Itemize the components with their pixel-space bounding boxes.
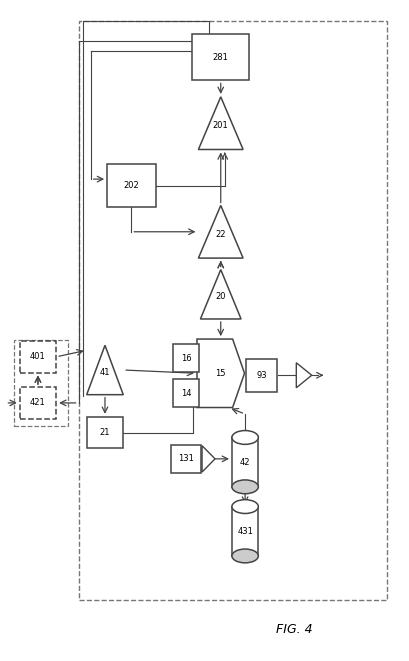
FancyBboxPatch shape: [20, 387, 56, 418]
Text: 16: 16: [181, 354, 191, 363]
Polygon shape: [197, 339, 245, 408]
Text: 21: 21: [100, 428, 110, 437]
Text: 281: 281: [213, 53, 229, 62]
FancyBboxPatch shape: [20, 341, 56, 373]
Text: 401: 401: [30, 352, 46, 362]
Text: 421: 421: [30, 399, 46, 407]
FancyBboxPatch shape: [232, 506, 258, 556]
Polygon shape: [202, 446, 215, 472]
FancyBboxPatch shape: [192, 34, 249, 81]
Ellipse shape: [232, 430, 258, 444]
FancyBboxPatch shape: [232, 438, 258, 487]
FancyBboxPatch shape: [173, 344, 200, 372]
FancyBboxPatch shape: [87, 416, 123, 448]
Polygon shape: [296, 363, 312, 388]
Text: 42: 42: [240, 457, 250, 467]
Text: 15: 15: [216, 369, 226, 378]
Text: 41: 41: [100, 368, 110, 377]
Ellipse shape: [232, 549, 258, 563]
Ellipse shape: [232, 480, 258, 494]
Text: 131: 131: [178, 454, 194, 463]
FancyBboxPatch shape: [171, 445, 202, 473]
FancyBboxPatch shape: [246, 359, 276, 392]
Text: 201: 201: [213, 121, 229, 130]
Text: 202: 202: [124, 181, 139, 190]
Polygon shape: [200, 270, 241, 319]
FancyBboxPatch shape: [173, 379, 200, 407]
Polygon shape: [198, 97, 243, 149]
FancyBboxPatch shape: [107, 165, 156, 207]
Text: FIG. 4: FIG. 4: [276, 623, 312, 637]
Text: 20: 20: [216, 292, 226, 301]
Polygon shape: [198, 206, 243, 258]
Text: 22: 22: [216, 230, 226, 239]
Ellipse shape: [232, 500, 258, 514]
Text: 14: 14: [181, 389, 191, 397]
Polygon shape: [87, 345, 123, 395]
Text: 431: 431: [237, 527, 253, 536]
Text: 93: 93: [256, 371, 267, 380]
